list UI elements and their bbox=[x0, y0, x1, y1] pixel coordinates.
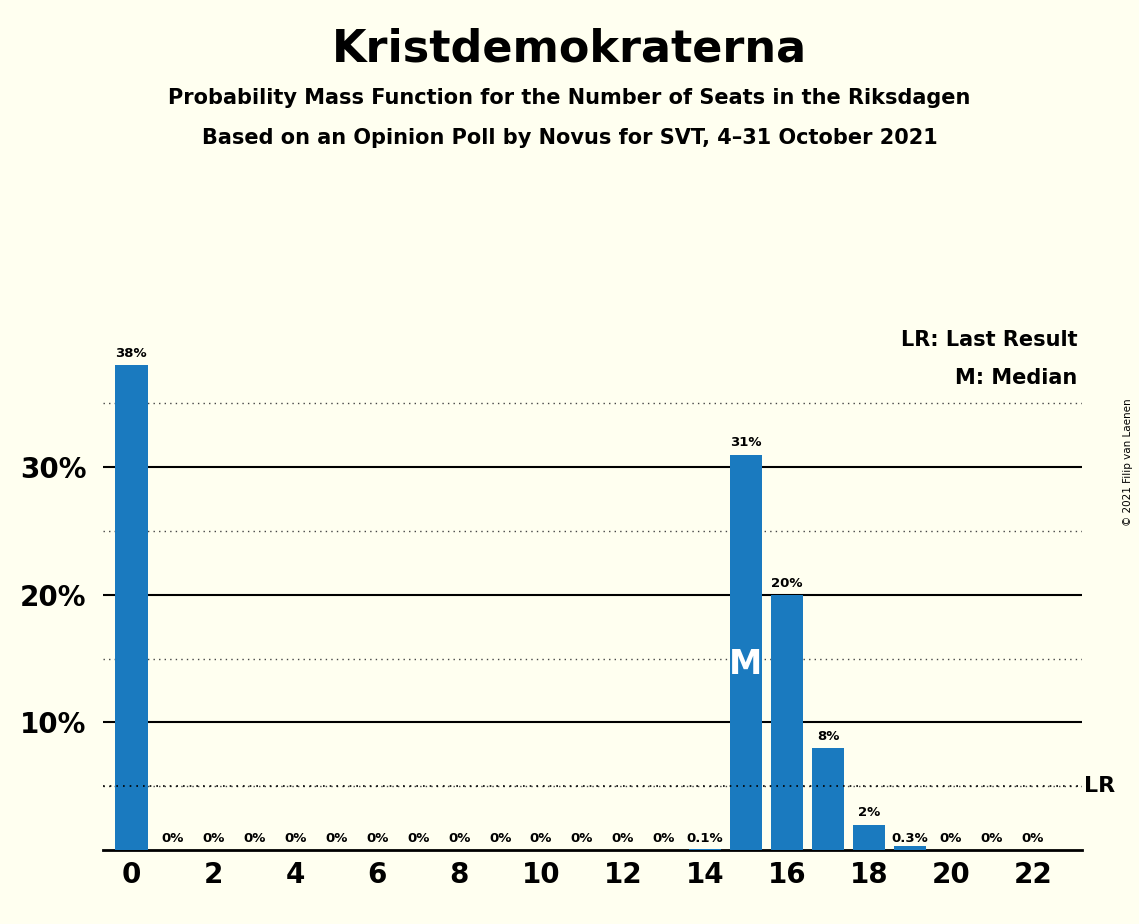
Bar bbox=[852, 824, 885, 850]
Bar bbox=[771, 595, 803, 850]
Text: 0%: 0% bbox=[653, 832, 675, 845]
Text: LR: LR bbox=[1084, 776, 1115, 796]
Text: Probability Mass Function for the Number of Seats in the Riksdagen: Probability Mass Function for the Number… bbox=[169, 88, 970, 108]
Text: © 2021 Filip van Laenen: © 2021 Filip van Laenen bbox=[1123, 398, 1133, 526]
Text: 0%: 0% bbox=[284, 832, 306, 845]
Text: 38%: 38% bbox=[115, 347, 147, 360]
Text: LR: Last Result: LR: Last Result bbox=[901, 330, 1077, 350]
Text: 0%: 0% bbox=[1022, 832, 1044, 845]
Text: Kristdemokraterna: Kristdemokraterna bbox=[331, 28, 808, 71]
Bar bbox=[689, 849, 721, 850]
Text: 0%: 0% bbox=[448, 832, 470, 845]
Text: 31%: 31% bbox=[730, 436, 762, 449]
Bar bbox=[730, 455, 762, 850]
Bar bbox=[115, 365, 148, 850]
Text: 0%: 0% bbox=[161, 832, 183, 845]
Text: 0%: 0% bbox=[243, 832, 265, 845]
Text: 20%: 20% bbox=[771, 577, 803, 590]
Text: M: M bbox=[729, 648, 763, 681]
Text: 0.3%: 0.3% bbox=[892, 832, 928, 845]
Text: 0%: 0% bbox=[325, 832, 347, 845]
Text: 0%: 0% bbox=[571, 832, 593, 845]
Text: Based on an Opinion Poll by Novus for SVT, 4–31 October 2021: Based on an Opinion Poll by Novus for SV… bbox=[202, 128, 937, 148]
Text: 0%: 0% bbox=[489, 832, 511, 845]
Text: 8%: 8% bbox=[817, 730, 839, 743]
Text: 0%: 0% bbox=[612, 832, 634, 845]
Text: 0%: 0% bbox=[202, 832, 224, 845]
Text: M: Median: M: Median bbox=[954, 368, 1077, 388]
Text: 0%: 0% bbox=[366, 832, 388, 845]
Text: 0%: 0% bbox=[981, 832, 1003, 845]
Text: 0%: 0% bbox=[940, 832, 962, 845]
Text: 0%: 0% bbox=[530, 832, 552, 845]
Text: 2%: 2% bbox=[858, 807, 880, 820]
Text: 0.1%: 0.1% bbox=[687, 832, 723, 845]
Bar bbox=[812, 748, 844, 850]
Text: 0%: 0% bbox=[407, 832, 429, 845]
Bar bbox=[893, 846, 926, 850]
